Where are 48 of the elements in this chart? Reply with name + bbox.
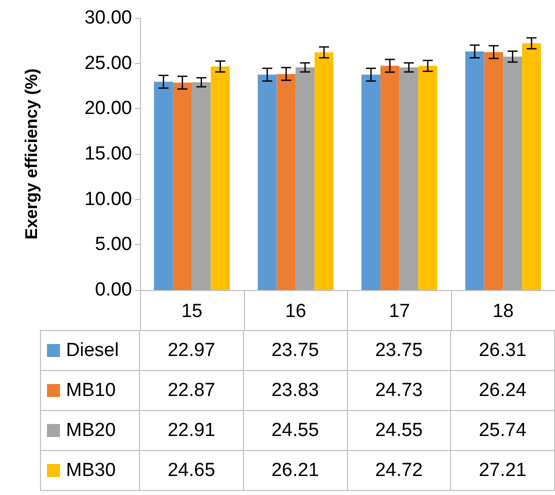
data-label: 24.72 xyxy=(347,450,451,490)
bar xyxy=(296,67,315,290)
y-axis-title: Exergy efficiency (%) xyxy=(22,68,41,240)
bar xyxy=(314,52,334,290)
data-label: 24.73 xyxy=(347,370,451,410)
legend-label: MB10 xyxy=(40,370,140,410)
legend-label: Diesel xyxy=(40,330,140,370)
y-tick-label: 0.00 xyxy=(95,280,132,300)
bar xyxy=(522,43,541,290)
data-label: 23.83 xyxy=(243,370,347,410)
bar xyxy=(172,82,192,290)
data-label: 22.87 xyxy=(140,370,244,410)
data-label: 27.21 xyxy=(450,450,554,490)
data-label: 23.75 xyxy=(347,330,451,370)
data-label: 22.97 xyxy=(140,330,244,370)
bar xyxy=(210,66,230,290)
bar xyxy=(362,74,380,290)
legend-label: MB20 xyxy=(40,410,140,450)
x-tick-label: 17 xyxy=(388,301,410,322)
x-tick-label: 16 xyxy=(285,301,306,322)
x-tick-label: 15 xyxy=(181,301,202,322)
data-label: 24.65 xyxy=(140,450,244,490)
y-tick-label: 10.00 xyxy=(84,188,132,210)
bar xyxy=(276,74,296,290)
data-label: 26.21 xyxy=(243,450,347,490)
x-tick-label: 18 xyxy=(492,301,514,322)
y-tick-label: 15.00 xyxy=(84,144,132,164)
bar xyxy=(465,51,484,290)
data-label: 25.74 xyxy=(450,410,554,450)
bar xyxy=(192,82,211,290)
data-label: 23.75 xyxy=(243,330,347,370)
y-tick-label: 25.00 xyxy=(84,52,132,74)
data-label: 24.55 xyxy=(347,410,451,450)
y-tick-label: 20.00 xyxy=(84,98,132,120)
data-label: 26.31 xyxy=(450,330,554,370)
data-label: 24.55 xyxy=(243,410,347,450)
y-tick-label: 30.00 xyxy=(84,8,132,28)
bar xyxy=(503,56,522,290)
bar xyxy=(380,66,400,290)
bar xyxy=(418,66,438,290)
data-label: 22.91 xyxy=(140,410,244,450)
bar xyxy=(399,67,418,290)
bar xyxy=(154,82,173,290)
data-label: 26.24 xyxy=(450,370,554,410)
bar xyxy=(484,52,504,290)
legend-label: MB30 xyxy=(40,450,140,490)
bar xyxy=(258,74,277,290)
y-tick-label: 5.00 xyxy=(95,234,132,256)
